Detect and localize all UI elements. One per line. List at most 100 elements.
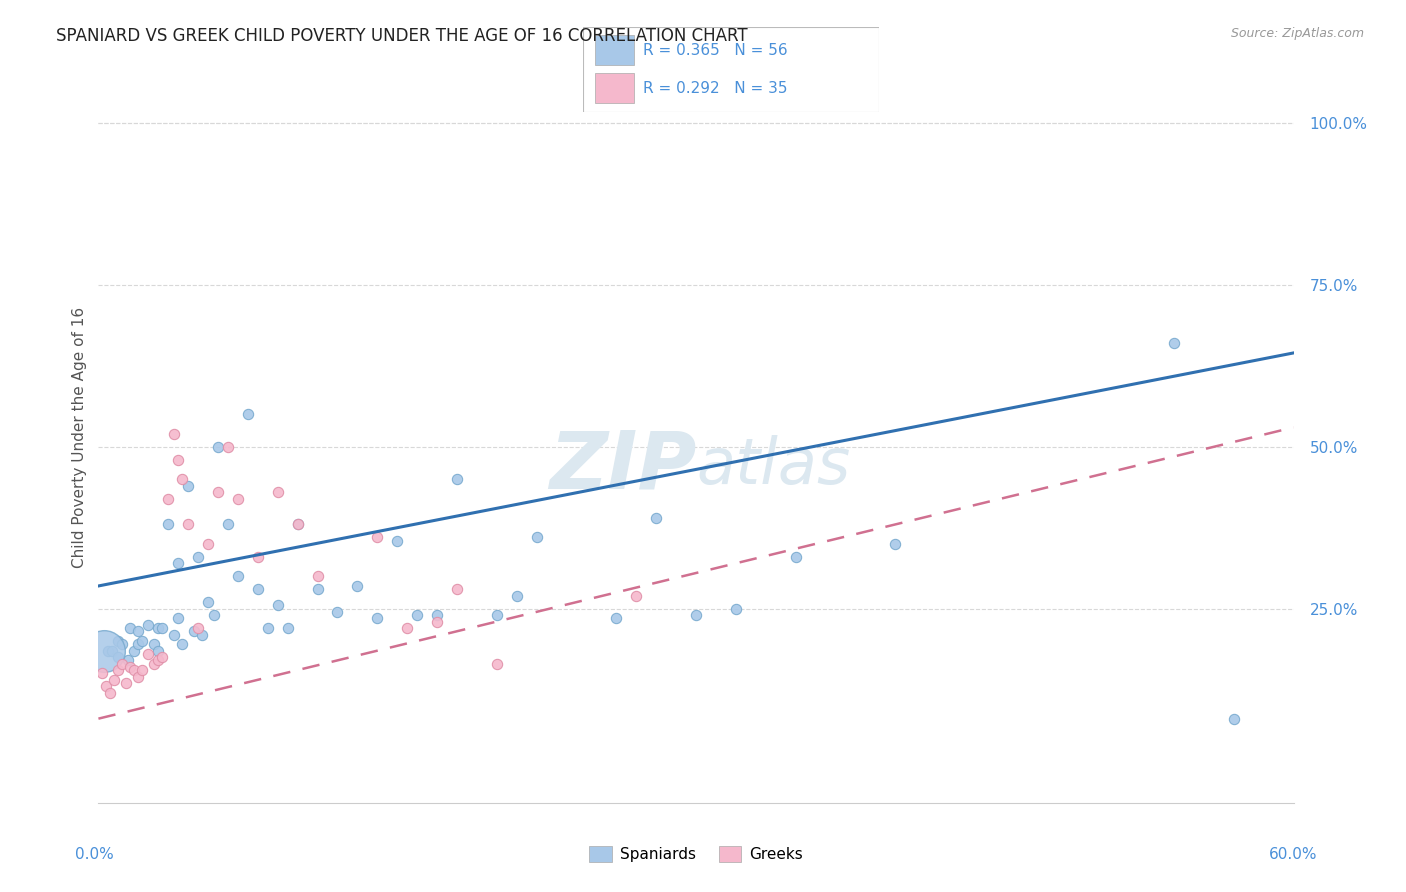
Point [127,637,149,651]
Point [326,605,349,619]
Point [396,621,419,635]
Point [884,537,907,551]
Point [107,634,129,648]
Point [645,511,668,525]
FancyBboxPatch shape [595,73,634,103]
Point [191,627,214,641]
Point [172,472,194,486]
Point [197,595,219,609]
Point [307,569,329,583]
Point [506,589,529,603]
Point [485,608,508,623]
Point [115,676,138,690]
Point [406,608,429,623]
Point [157,491,180,506]
Text: R = 0.292   N = 35: R = 0.292 N = 35 [643,81,787,96]
Point [526,530,548,544]
Point [287,517,309,532]
Point [111,637,134,651]
Point [226,569,249,583]
Point [127,669,149,683]
Point [207,485,229,500]
Text: 0.0%: 0.0% [75,847,114,862]
FancyBboxPatch shape [583,27,879,112]
Point [167,452,190,467]
Point [446,472,468,486]
Point [148,643,170,657]
Point [217,440,239,454]
Point [127,624,149,639]
Point [172,637,194,651]
Point [485,657,508,671]
Point [143,657,166,671]
Point [177,478,200,492]
Point [385,533,409,548]
Point [307,582,329,597]
Point [256,621,278,635]
Point [426,615,449,629]
Point [246,549,269,564]
Point [117,653,139,667]
Point [150,621,173,635]
Point [163,627,186,641]
Point [148,621,170,635]
Point [103,673,125,687]
Point [277,621,299,635]
Point [785,549,807,564]
Point [685,608,707,623]
Point [143,637,166,651]
Point [148,653,170,667]
Point [93,643,115,657]
Point [96,679,118,693]
Point [267,599,290,613]
Point [131,663,153,677]
Point [197,537,219,551]
Y-axis label: Child Poverty Under the Age of 16: Child Poverty Under the Age of 16 [72,307,87,567]
FancyBboxPatch shape [595,36,634,65]
Point [120,660,142,674]
Point [107,663,129,677]
Point [97,643,120,657]
Point [1163,336,1185,351]
Point [183,624,205,639]
Point [626,589,648,603]
Point [236,408,259,422]
Point [426,608,449,623]
Point [217,517,239,532]
Text: ZIP: ZIP [548,427,696,506]
Point [136,647,159,661]
Point [163,426,186,441]
Point [136,617,159,632]
Point [207,440,229,454]
Text: Source: ZipAtlas.com: Source: ZipAtlas.com [1230,27,1364,40]
Point [177,517,200,532]
Point [446,582,468,597]
Text: R = 0.365   N = 56: R = 0.365 N = 56 [643,43,787,58]
Point [246,582,269,597]
Point [157,517,180,532]
Point [202,608,225,623]
Point [167,611,190,625]
Point [167,557,190,571]
Point [346,579,368,593]
Text: SPANIARD VS GREEK CHILD POVERTY UNDER THE AGE OF 16 CORRELATION CHART: SPANIARD VS GREEK CHILD POVERTY UNDER TH… [56,27,748,45]
Point [131,634,153,648]
Point [366,530,388,544]
Point [124,663,146,677]
Point [91,666,114,681]
Point [120,621,142,635]
Point [107,650,129,665]
Point [287,517,309,532]
Point [366,611,388,625]
Point [267,485,290,500]
Point [1223,712,1246,726]
Point [724,601,747,615]
Point [150,650,173,665]
Text: atlas: atlas [696,435,851,498]
Point [98,686,122,700]
Point [187,621,209,635]
Text: 60.0%: 60.0% [1270,847,1317,862]
Point [111,657,134,671]
Point [226,491,249,506]
Point [101,643,124,657]
